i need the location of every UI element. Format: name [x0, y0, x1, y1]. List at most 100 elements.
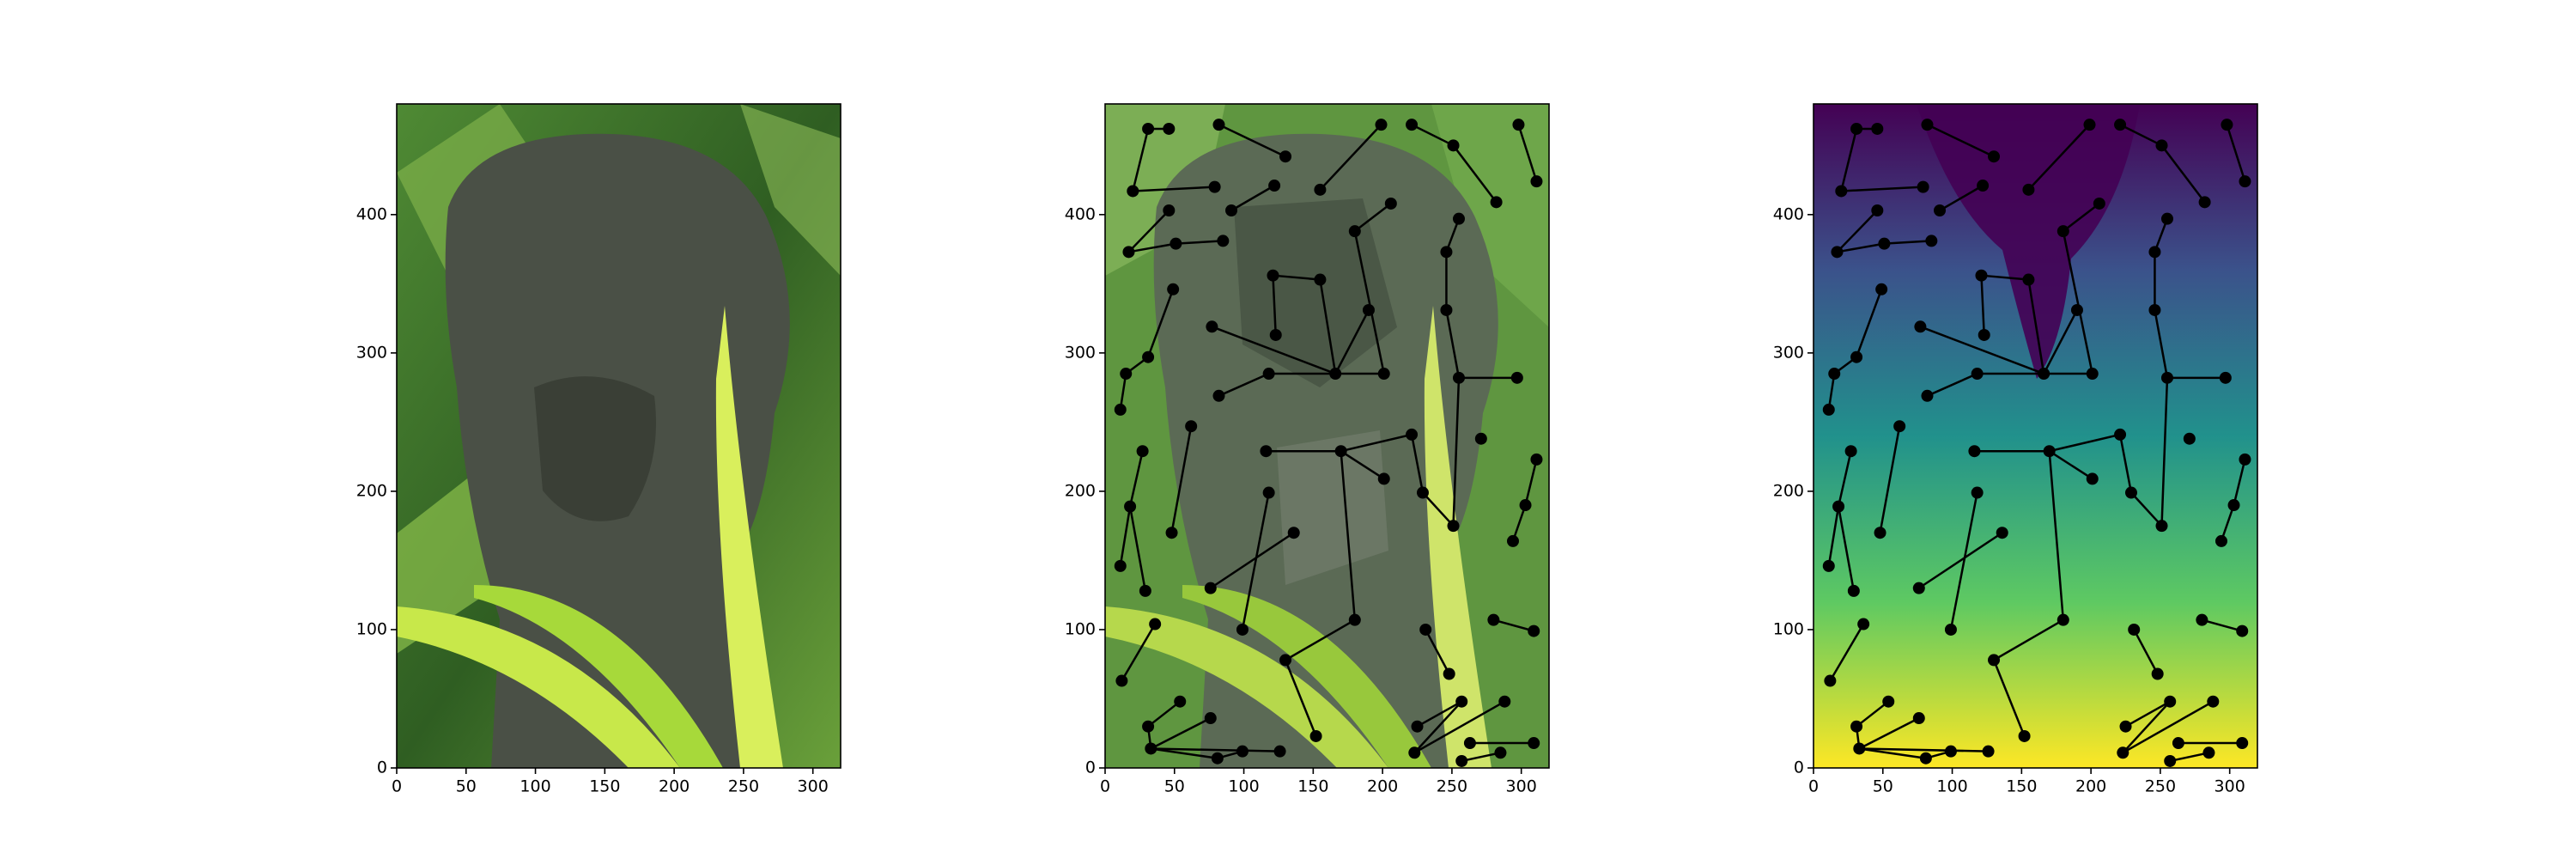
graph-node — [1163, 204, 1176, 217]
graph-node — [1408, 746, 1421, 759]
graph-edge — [1493, 618, 1534, 632]
graph-edge — [2027, 279, 2045, 375]
graph-node — [1968, 445, 1981, 458]
graph-node — [1853, 742, 1866, 755]
graph-edge — [2160, 144, 2206, 204]
x-tick-label: 0 — [392, 777, 402, 796]
graph-node — [1212, 119, 1225, 131]
y-tick-label: 0 — [1085, 758, 1096, 777]
viridis-panel: 0 50 100 150 200 250 300 0 100 200 300 400 — [1773, 103, 2258, 796]
graph-node — [1850, 350, 1863, 363]
graph-node — [1419, 623, 1432, 636]
graph-edge — [2124, 700, 2171, 728]
graph-node — [1474, 432, 1487, 445]
y-tick-label: 400 — [1065, 204, 1096, 223]
graph-node — [2148, 303, 2161, 316]
graph-node — [1208, 180, 1221, 193]
graph-node — [1463, 737, 1476, 750]
graph-node — [1882, 695, 1895, 708]
graph-node — [1914, 320, 1927, 333]
graph-node — [2124, 486, 2137, 499]
graph-node — [1273, 745, 1286, 758]
graph-edge — [1919, 326, 2044, 375]
graph-edge — [1410, 434, 1425, 493]
graph-node — [2018, 729, 2031, 742]
graph-node — [1127, 185, 1139, 198]
graph-node — [2114, 119, 2127, 131]
graph-node — [2083, 119, 2096, 131]
graph-node — [1384, 197, 1397, 210]
x-tick-label: 150 — [2006, 777, 2037, 796]
graph-edge — [2043, 309, 2079, 375]
graph-edge — [2130, 491, 2163, 527]
graph-node — [1279, 654, 1292, 667]
graph-edge — [1884, 240, 1932, 245]
graph-node — [2086, 472, 2099, 485]
graph-edge — [1413, 700, 1505, 754]
graph-edge — [1841, 186, 1923, 192]
graph-edge — [1272, 275, 1277, 335]
graph-edge — [1127, 210, 1170, 253]
y-tick-label: 400 — [356, 204, 387, 223]
graph-edge — [1334, 309, 1370, 375]
graph-node — [1167, 283, 1180, 295]
graph-node — [1170, 237, 1182, 250]
graph-node — [1921, 119, 1934, 131]
graph-node — [1406, 428, 1419, 441]
x-tick-label: 300 — [1506, 777, 1537, 796]
graph-node — [2202, 746, 2215, 759]
graph-node — [1975, 269, 1988, 282]
graph-node — [1142, 350, 1155, 363]
graph-node — [1875, 283, 1888, 295]
graph-edge — [1146, 289, 1175, 358]
graph-node — [1142, 122, 1155, 135]
graph-node — [1279, 150, 1292, 163]
y-tick-label: 0 — [1794, 758, 1804, 777]
graph-node — [1225, 204, 1238, 217]
graph-node — [1267, 269, 1279, 282]
graph-node — [1824, 674, 1837, 687]
graph-node — [1411, 720, 1424, 733]
graph-node — [1440, 246, 1453, 259]
graph-edge — [1273, 274, 1321, 281]
graph-node — [2207, 695, 2220, 708]
graph-node — [1204, 712, 1217, 725]
graph-node — [2070, 303, 2083, 316]
graph-node — [1269, 328, 1282, 341]
graph-edge — [1176, 240, 1224, 245]
graph-node — [1212, 389, 1225, 402]
graph-node — [1917, 180, 1929, 193]
graph-edge — [1981, 274, 2029, 281]
graph-node — [2196, 613, 2208, 626]
graph-node — [1447, 139, 1460, 152]
graph-edge — [2063, 202, 2100, 233]
graph-node — [2086, 368, 2099, 381]
graph-node — [1487, 613, 1500, 626]
graph-node — [2057, 225, 2069, 238]
graph-node — [1844, 445, 1857, 458]
graph-node — [1416, 486, 1429, 499]
graph-node — [1174, 695, 1187, 708]
photo-panel: 0 50 100 150 200 250 300 0 100 200 300 400 — [356, 103, 841, 796]
graph-node — [1921, 389, 1934, 402]
x-tick-label: 300 — [798, 777, 829, 796]
graph-node — [2117, 746, 2129, 759]
graph-node — [1260, 445, 1273, 458]
graph-node — [2215, 534, 2227, 547]
graph-edge — [1284, 659, 1317, 737]
y-tick-label: 200 — [1773, 481, 1804, 500]
y-tick-label: 100 — [1065, 619, 1096, 638]
x-tick-label: 200 — [659, 777, 690, 796]
graph-node — [1996, 527, 2008, 539]
graph-node — [2038, 368, 2050, 381]
graph-node — [1268, 180, 1281, 192]
graph-edge — [2119, 124, 2163, 147]
graph-node — [1530, 453, 1543, 466]
graph-node — [1878, 237, 1891, 250]
graph-node — [1530, 175, 1543, 188]
graph-node — [1455, 754, 1468, 767]
graph-edge — [1949, 492, 1978, 631]
graph-node — [1919, 752, 1932, 765]
graph-node — [1528, 737, 1540, 750]
x-tick-label: 250 — [728, 777, 759, 796]
